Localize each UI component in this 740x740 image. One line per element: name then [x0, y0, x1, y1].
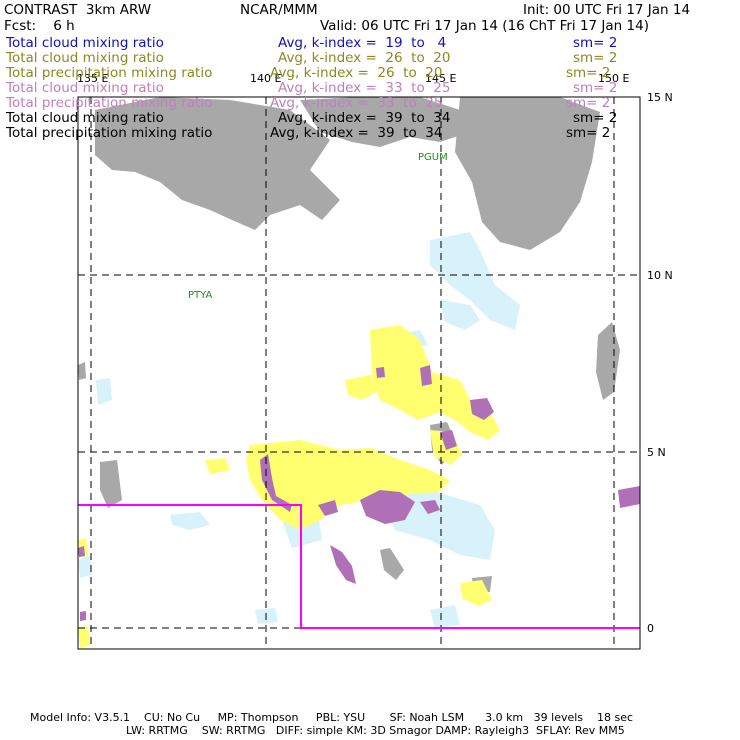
- legend-sm: sm= 2: [566, 65, 611, 81]
- nested-domain-box: [78, 504, 640, 629]
- legend-sm: sm= 2: [573, 50, 618, 66]
- legend-field: Total precipitation mixing ratio: [6, 125, 213, 141]
- legend-stat: Avg, k-index = 33 to 25: [278, 80, 451, 96]
- model-title: CONTRAST 3km ARW: [4, 2, 152, 18]
- forecast-hour: Fcst: 6 h: [4, 18, 75, 34]
- legend-field: Total cloud mixing ratio: [6, 110, 164, 126]
- lat-label-15n: 15 N: [647, 91, 673, 104]
- legend-field: Total cloud mixing ratio: [6, 35, 164, 51]
- precip-layer: [78, 365, 640, 621]
- map-frame: [77, 96, 641, 650]
- mid-cloud-layer: [78, 325, 500, 648]
- lon-label-145: 145 E: [425, 72, 457, 85]
- lat-label-0: 0: [647, 622, 654, 635]
- model-info: Model Info: V3.5.1 CU: No Cu MP: Thompso…: [30, 711, 634, 724]
- legend-stat: Avg, k-index = 26 to 20: [278, 50, 451, 66]
- legend-sm: sm= 2: [573, 110, 618, 126]
- lon-label-150: 150 E: [598, 72, 630, 85]
- lon-label-140: 140 E: [250, 72, 282, 85]
- legend-stat: Avg, k-index = 33 to 25: [270, 95, 443, 111]
- lat-label-5n: 5 N: [647, 446, 666, 459]
- station-pgum: PGUM: [418, 152, 448, 163]
- legend-sm: sm= 2: [566, 95, 611, 111]
- legend-sm: sm= 2: [566, 125, 611, 141]
- legend-stat: Avg, k-index = 39 to 34: [270, 125, 443, 141]
- lat-label-10n: 10 N: [647, 269, 673, 282]
- legend-stat: Avg, k-index = 39 to 34: [278, 110, 451, 126]
- legend-field: Total cloud mixing ratio: [6, 80, 164, 96]
- upper-cloud-layer: [78, 97, 620, 594]
- low-cloud-layer: [78, 232, 520, 628]
- legend-stat: Avg, k-index = 26 to 20: [270, 65, 443, 81]
- station-ptya: PTYA: [188, 290, 213, 301]
- legend-sm: sm= 2: [573, 80, 618, 96]
- legend-field: Total precipitation mixing ratio: [6, 95, 213, 111]
- legend-field: Total cloud mixing ratio: [6, 50, 164, 66]
- valid-time: Valid: 06 UTC Fri 17 Jan 14 (16 ChT Fri …: [320, 18, 649, 34]
- lon-label-135: 135 E: [77, 72, 109, 85]
- legend-sm: sm= 2: [573, 35, 618, 51]
- physics-info: LW: RRTMG SW: RRTMG DIFF: simple KM: 3D …: [126, 724, 625, 737]
- organization: NCAR/MMM: [240, 2, 318, 18]
- legend-field: Total precipitation mixing ratio: [6, 65, 213, 81]
- init-time: Init: 00 UTC Fri 17 Jan 14: [523, 2, 691, 18]
- legend-stat: Avg, k-index = 19 to 4: [278, 35, 447, 51]
